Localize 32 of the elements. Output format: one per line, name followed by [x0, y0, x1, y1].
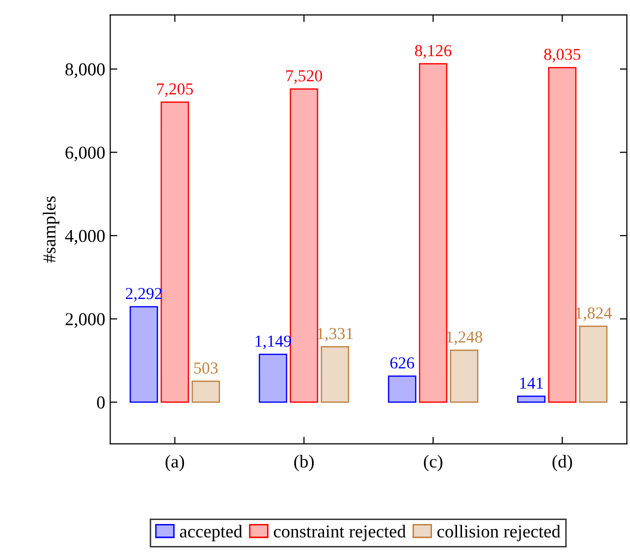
data-label: 141 [520, 378, 543, 389]
x-tick-label: (d) [552, 454, 572, 472]
data-label: 8,035 [544, 48, 580, 62]
bar [450, 350, 478, 403]
bar [320, 346, 350, 403]
data-label: 503 [194, 362, 218, 374]
x-tick-label: (a) [166, 454, 184, 472]
bar [548, 66, 576, 403]
x-tick-label: (c) [424, 454, 442, 472]
bar [517, 396, 546, 403]
y-tick-label: 2,000 [66, 313, 105, 328]
data-label: 7,520 [286, 70, 322, 84]
x-tick-label: (b) [294, 454, 314, 472]
y-tick-label: 0 [97, 396, 105, 409]
legend-label: constraint rejected [274, 524, 406, 542]
bar [130, 306, 158, 403]
legend-label: accepted [180, 524, 242, 542]
bar [192, 380, 220, 403]
data-label: 7,205 [157, 83, 193, 97]
bar [579, 326, 608, 403]
bar [388, 375, 416, 403]
bar [160, 102, 190, 403]
y-tick-label: 4,000 [65, 230, 105, 245]
bar [290, 88, 318, 403]
y-tick-label: 8,000 [65, 63, 105, 78]
bar [258, 354, 288, 403]
data-label: 626 [390, 357, 414, 369]
data-label: 8,126 [415, 44, 452, 59]
y-tick-label: 6,000 [66, 146, 105, 162]
y-axis-title: #samples [42, 196, 60, 263]
legend-label: collision rejected [437, 524, 560, 542]
bar [418, 63, 448, 403]
